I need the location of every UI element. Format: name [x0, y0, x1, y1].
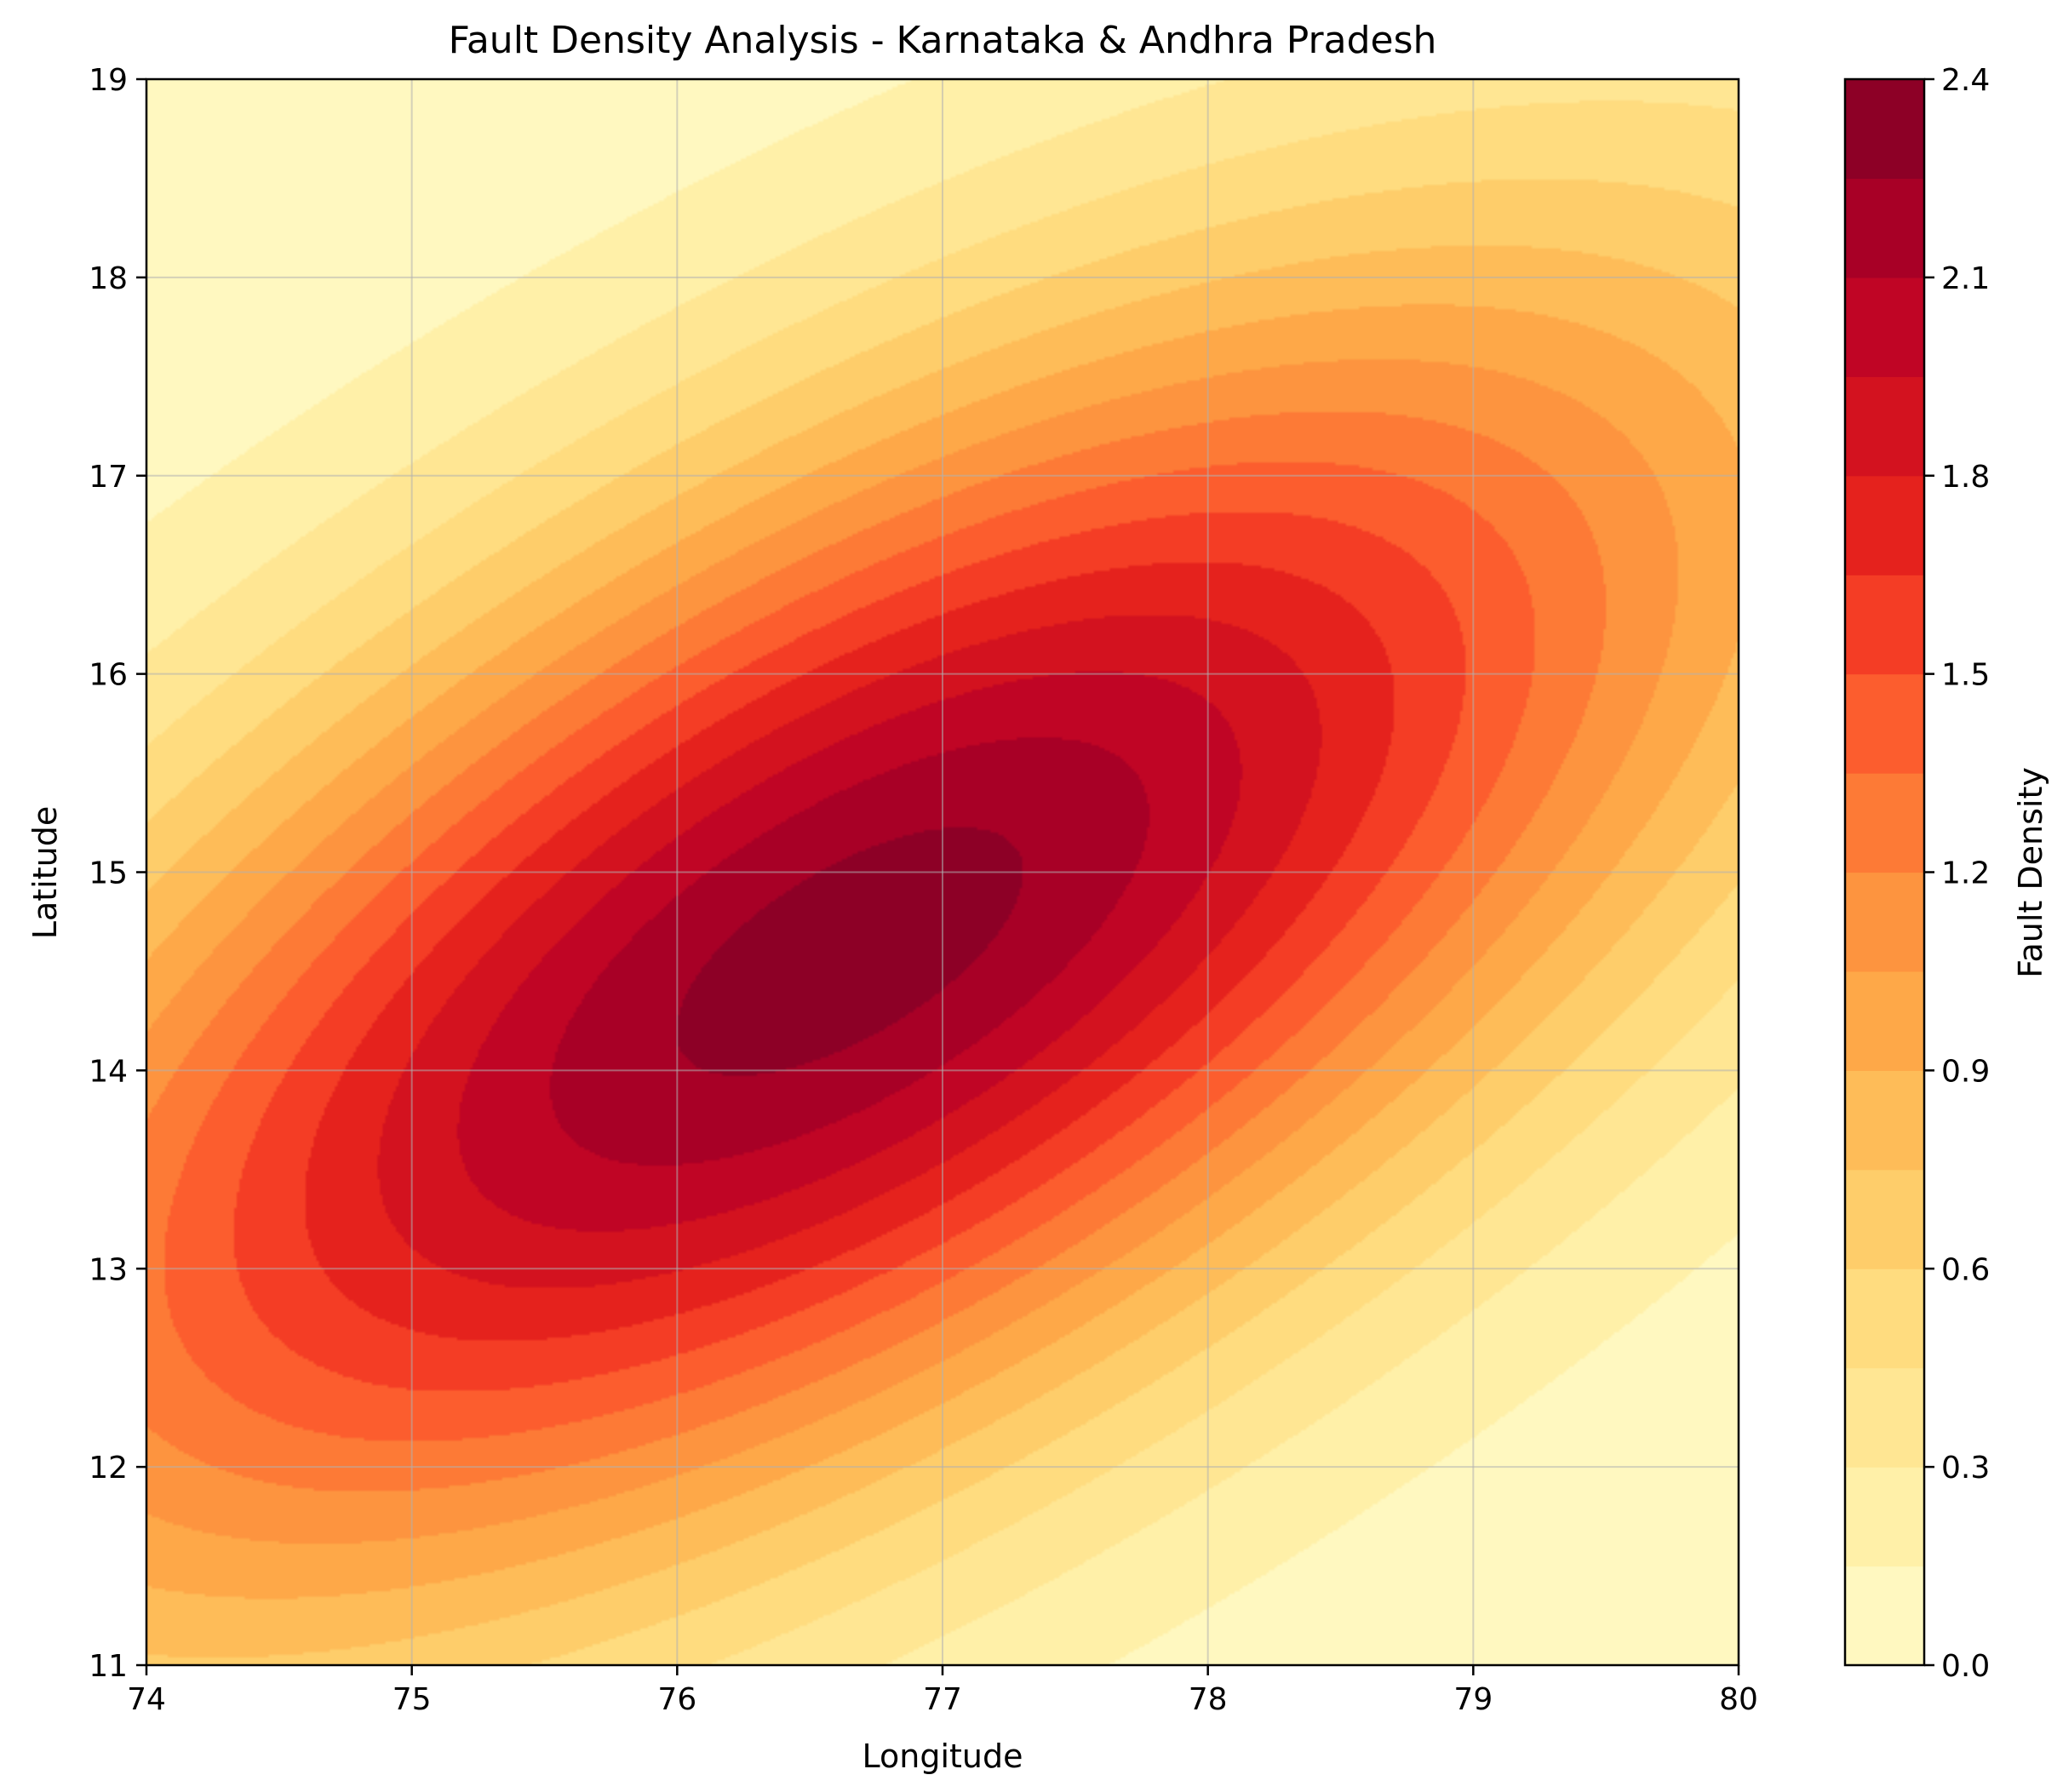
y-tick-label: 14	[89, 1054, 128, 1089]
y-axis-label: Latitude	[26, 806, 64, 939]
colorbar-tick-label: 2.4	[1941, 63, 1990, 98]
y-tick-label: 15	[89, 856, 128, 891]
y-tick-label: 19	[89, 63, 128, 98]
colorbar-tick-label: 0.6	[1941, 1252, 1990, 1287]
colorbar-tick-label: 1.8	[1941, 460, 1990, 495]
colorbar-band	[1845, 1566, 1924, 1666]
x-tick-label: 78	[1189, 1682, 1228, 1717]
y-tick-label: 18	[89, 261, 128, 296]
colorbar-ticks: 0.0 0.3 0.6 0.9 1.2 1.5 1.8 2.1 2.4	[1924, 63, 1990, 1684]
y-tick-label: 12	[89, 1451, 128, 1486]
y-tick-label: 11	[89, 1649, 128, 1684]
colorbar-band	[1845, 872, 1924, 972]
colorbar-tick-label: 2.1	[1941, 261, 1990, 296]
y-tick-label: 16	[89, 658, 128, 693]
colorbar-tick-label: 0.3	[1941, 1451, 1990, 1486]
plot-area: 74 75 76 77 78 79 80 11 12 13 14 15 16 17 18 19	[89, 63, 1758, 1717]
colorbar-band	[1845, 178, 1924, 278]
colorbar-band	[1845, 376, 1924, 477]
x-axis-label: Longitude	[862, 1738, 1023, 1775]
colorbar-tick-label: 1.2	[1941, 856, 1990, 891]
y-axis-ticks: 11 12 13 14 15 16 17 18 19	[89, 63, 146, 1684]
colorbar-band	[1845, 79, 1924, 180]
colorbar-band	[1845, 277, 1924, 377]
x-tick-label: 76	[657, 1682, 696, 1717]
colorbar-band	[1845, 1467, 1924, 1567]
colorbar-band	[1845, 1367, 1924, 1468]
y-tick-label: 13	[89, 1252, 128, 1287]
colorbar-band	[1845, 1268, 1924, 1369]
colorbar-label: Fault Density	[2012, 767, 2049, 978]
x-tick-label: 74	[127, 1682, 166, 1717]
colorbar-band	[1845, 970, 1924, 1071]
y-tick-label: 17	[89, 460, 128, 495]
colorbar-bands	[1845, 79, 1924, 1666]
colorbar-band	[1845, 575, 1924, 675]
chart-title: Fault Density Analysis - Karnataka & And…	[449, 19, 1437, 62]
colorbar-band	[1845, 1169, 1924, 1269]
colorbar: 0.0 0.3 0.6 0.9 1.2 1.5 1.8 2.1 2.4 Fault Densit…	[1843, 63, 2049, 1684]
colorbar-band	[1845, 673, 1924, 774]
colorbar-tick-label: 1.5	[1941, 658, 1990, 693]
x-axis-ticks: 74 75 76 77 78 79 80	[127, 1665, 1758, 1717]
x-tick-label: 77	[923, 1682, 962, 1717]
colorbar-tick-label: 0.0	[1941, 1649, 1990, 1684]
colorbar-band	[1845, 1070, 1924, 1171]
x-tick-label: 80	[1719, 1682, 1758, 1717]
colorbar-band	[1845, 773, 1924, 873]
colorbar-band	[1845, 475, 1924, 575]
x-tick-label: 79	[1453, 1682, 1493, 1717]
x-tick-label: 75	[393, 1682, 432, 1717]
colorbar-tick-label: 0.9	[1941, 1054, 1990, 1089]
